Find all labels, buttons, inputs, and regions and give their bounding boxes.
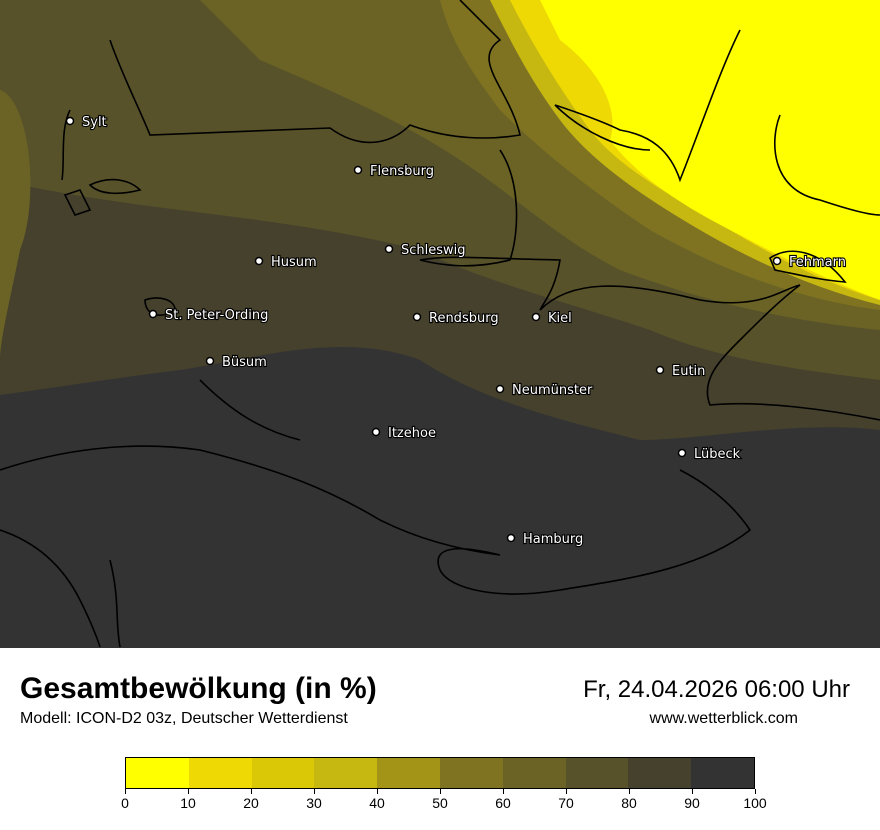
city-dot-icon — [655, 365, 665, 375]
legend-tick-label: 90 — [684, 795, 700, 811]
model-source: Modell: ICON-D2 03z, Deutscher Wetterdie… — [20, 710, 348, 727]
city-marker: Sylt — [65, 114, 108, 131]
city-dot-icon — [371, 427, 381, 437]
city-label: St. Peter-Ording — [165, 308, 268, 323]
cloud-region-60-west — [0, 90, 31, 360]
cloud-cover-map: Sylt Flensburg Schleswig Husum St. Peter-Ord… — [0, 0, 880, 648]
legend-tick — [377, 789, 378, 794]
city-marker: Rendsburg — [412, 310, 500, 327]
city-dot-icon — [495, 384, 505, 394]
legend-swatch — [251, 758, 315, 788]
legend-tick — [629, 789, 630, 794]
legend-tick-label: 70 — [558, 795, 574, 811]
city-label: Lübeck — [694, 447, 741, 462]
city-marker: Eutin — [655, 363, 707, 380]
legend-tick-label: 50 — [432, 795, 448, 811]
legend-tick — [566, 789, 567, 794]
city-dot-icon — [531, 312, 541, 322]
legend-tick-label: 80 — [621, 795, 637, 811]
legend-tick — [503, 789, 504, 794]
coastlines — [0, 0, 880, 648]
legend-tick — [188, 789, 189, 794]
city-label: Sylt — [82, 115, 107, 130]
legend-tick — [692, 789, 693, 794]
city-label: Flensburg — [370, 164, 434, 179]
city-dot-icon — [205, 356, 215, 366]
city-label: Fehmarn — [789, 255, 846, 270]
legend-tick-label: 100 — [743, 795, 767, 811]
city-dot-icon — [677, 448, 687, 458]
city-marker: Büsum — [205, 354, 268, 371]
legend-tick-label: 0 — [121, 795, 129, 811]
legend-swatch — [439, 758, 503, 788]
city-dot-icon — [772, 256, 782, 266]
city-marker: Hamburg — [506, 531, 584, 548]
website-link[interactable]: www.wetterblick.com — [649, 710, 798, 727]
city-label: Kiel — [548, 311, 572, 326]
legend-tick-label: 30 — [306, 795, 322, 811]
legend-tick — [755, 789, 756, 794]
forecast-datetime: Fr, 24.04.2026 06:00 Uhr — [583, 676, 850, 703]
legend-swatch — [502, 758, 566, 788]
legend-swatch — [314, 758, 378, 788]
legend-tick — [314, 789, 315, 794]
city-marker: Flensburg — [353, 163, 435, 180]
city-marker: Neumünster — [495, 382, 594, 399]
city-label: Büsum — [222, 355, 267, 370]
city-marker: Itzehoe — [371, 425, 437, 442]
city-label: Rendsburg — [429, 311, 499, 326]
legend-swatch — [565, 758, 629, 788]
city-dot-icon — [148, 309, 158, 319]
city-label: Eutin — [672, 364, 705, 379]
legend-swatch — [691, 758, 754, 788]
color-legend — [125, 757, 755, 789]
city-label: Schleswig — [401, 243, 466, 258]
legend-tick — [251, 789, 252, 794]
city-dot-icon — [353, 165, 363, 175]
city-label: Neumünster — [512, 383, 593, 398]
city-label: Itzehoe — [388, 426, 436, 441]
map-title: Gesamtbewölkung (in %) — [20, 672, 377, 705]
legend-tick-label: 60 — [495, 795, 511, 811]
city-marker: Fehmarn — [772, 254, 847, 271]
city-dot-icon — [412, 312, 422, 322]
city-dot-icon — [254, 256, 264, 266]
legend-tick — [440, 789, 441, 794]
legend-swatch — [377, 758, 440, 788]
cloud-region-0 — [540, 0, 880, 300]
city-marker: Husum — [254, 254, 318, 271]
city-label: Hamburg — [523, 532, 583, 547]
legend-tick-label: 10 — [180, 795, 196, 811]
legend-tick-label: 20 — [243, 795, 259, 811]
legend-tick-label: 40 — [369, 795, 385, 811]
city-dot-icon — [384, 244, 394, 254]
legend-ticks: 0 10 20 30 40 50 60 70 80 90 100 — [121, 789, 767, 819]
city-marker: Schleswig — [384, 242, 467, 259]
legend-swatch — [188, 758, 252, 788]
city-label: Husum — [271, 255, 317, 270]
legend-swatch — [126, 758, 189, 788]
city-dot-icon — [506, 533, 516, 543]
city-marker: St. Peter-Ording — [148, 307, 269, 324]
city-marker: Lübeck — [677, 446, 742, 463]
legend-tick — [125, 789, 126, 794]
city-dot-icon — [65, 116, 75, 126]
city-marker: Kiel — [531, 310, 573, 327]
legend-swatch — [628, 758, 692, 788]
